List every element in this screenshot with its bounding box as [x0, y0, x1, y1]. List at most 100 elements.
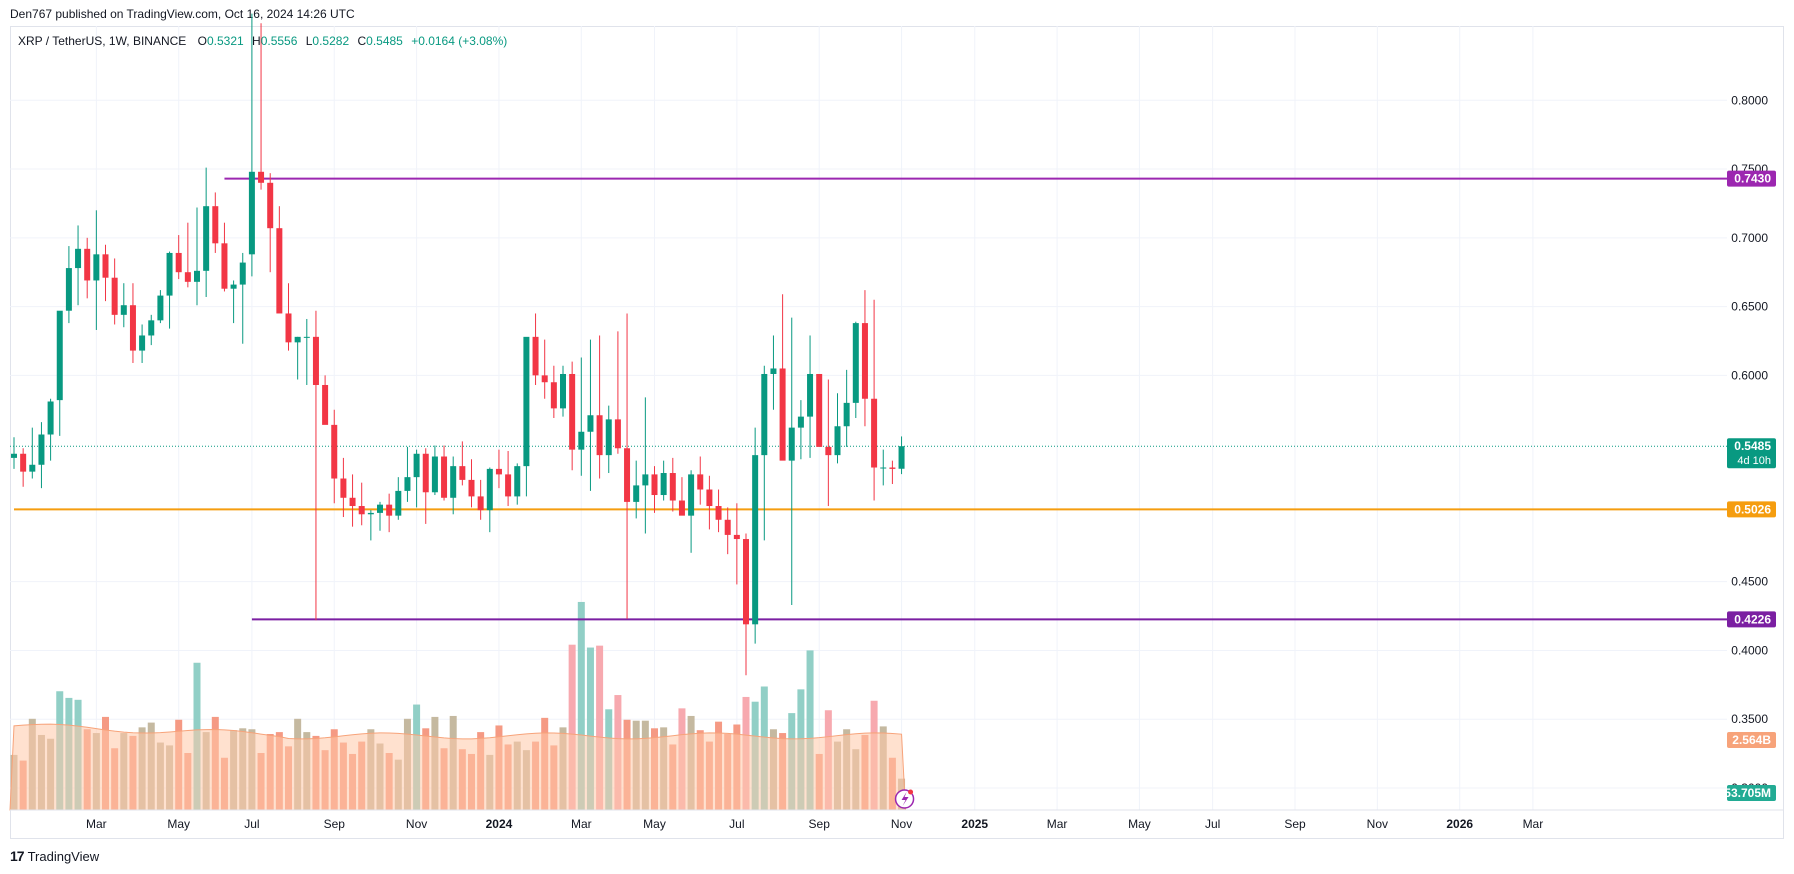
tradingview-logo-icon: 17	[10, 848, 25, 864]
current-price-badge: 0.5485	[1734, 439, 1771, 453]
time-tick-label: May	[1128, 817, 1151, 831]
candle-body	[111, 277, 118, 315]
candle-body	[395, 490, 402, 516]
volume-last-badge-bg	[1727, 785, 1776, 801]
time-tick-label: Mar	[86, 817, 107, 831]
level-badge: 0.4226	[1734, 612, 1771, 626]
candle-body	[797, 416, 804, 428]
candle-body	[633, 485, 640, 502]
price-tick-label: 0.6000	[1731, 368, 1768, 382]
candle-body	[532, 336, 539, 376]
candle-body	[56, 310, 63, 401]
candle-body	[20, 453, 27, 472]
lightning-bolt-icon	[901, 792, 909, 806]
candle-body	[596, 415, 603, 456]
candle-body	[669, 473, 676, 501]
candle-body	[770, 368, 777, 374]
price-tick-label: 0.8000	[1731, 93, 1768, 107]
candle-body	[175, 252, 182, 273]
candle-body	[660, 473, 667, 496]
level-badge-bg	[1727, 170, 1776, 187]
time-tick-label: May	[167, 817, 190, 831]
candle-body	[807, 373, 814, 417]
level-badge: 0.7430	[1734, 172, 1771, 186]
time-tick-label: Sep	[324, 817, 346, 831]
time-tick-label: 2024	[486, 817, 513, 831]
change-value: +0.0164 (+3.08%)	[411, 34, 508, 48]
volume-last-badge: 653.705M	[1718, 786, 1771, 800]
open-value: 0.5321	[206, 34, 244, 48]
candle-body	[312, 336, 319, 385]
close-value: 0.5485	[366, 34, 403, 48]
candle-body	[230, 284, 237, 289]
candle-body	[267, 182, 274, 229]
high-value: 0.5556	[260, 34, 298, 48]
candle-body	[11, 453, 17, 458]
candle-body	[75, 248, 82, 269]
candle-body	[276, 228, 283, 314]
level-badge-bg	[1727, 611, 1776, 628]
candle-body	[505, 474, 512, 497]
level-badge-bg	[1727, 501, 1776, 518]
volume-ma-badge-bg	[1727, 732, 1776, 748]
candle-body	[486, 468, 493, 511]
candle-body	[65, 268, 72, 311]
candle-body	[678, 500, 685, 516]
candle-body	[752, 455, 759, 625]
price-tick-label: 0.4000	[1731, 643, 1768, 657]
candle-body	[358, 506, 365, 515]
candle-body	[194, 270, 200, 282]
candle-body	[724, 519, 731, 535]
candle-body	[431, 456, 438, 493]
candle-body	[386, 504, 393, 516]
candle-body	[450, 466, 457, 498]
candle-body	[322, 384, 329, 425]
time-tick-label: 2026	[1446, 817, 1473, 831]
time-tick-label: Nov	[406, 817, 427, 831]
low-value: 0.5282	[312, 34, 350, 48]
grid-lines	[10, 26, 1727, 810]
candle-body	[578, 431, 585, 450]
candle-body	[779, 368, 786, 461]
candle-body	[258, 171, 265, 183]
tradingview-footer[interactable]: 17 TradingView	[10, 848, 99, 864]
time-tick-label: Sep	[1284, 817, 1306, 831]
candle-body	[852, 323, 859, 403]
candle-body	[239, 262, 246, 285]
candle-body	[459, 466, 466, 480]
candle-body	[285, 313, 292, 343]
volume-ma-badge: 2.564B	[1732, 733, 1771, 747]
candle-body	[203, 206, 210, 271]
candle-body	[614, 419, 621, 449]
candle-body	[129, 305, 136, 351]
candle-body	[514, 466, 521, 497]
candle-body	[697, 474, 704, 490]
candle-body	[294, 336, 301, 343]
candle-body	[733, 534, 740, 540]
candle-body	[889, 467, 896, 469]
candle-body	[331, 424, 338, 479]
candle-body	[38, 434, 45, 465]
symbol-name: XRP / TetherUS, 1W, BINANCE	[18, 34, 187, 48]
time-tick-label: 2025	[961, 817, 988, 831]
candles	[11, 13, 905, 676]
candle-body	[248, 171, 255, 255]
candle-body	[651, 474, 658, 496]
candle-body	[166, 252, 173, 296]
candle-body	[477, 496, 484, 511]
candle-body	[715, 506, 722, 520]
candle-body	[825, 446, 832, 456]
tradingview-brand: TradingView	[27, 848, 100, 864]
candle-body	[550, 382, 557, 409]
candle-body	[413, 453, 420, 478]
candle-body	[367, 512, 374, 515]
candle-body	[93, 254, 100, 281]
candle-body	[560, 373, 566, 409]
price-tick-label: 0.3500	[1731, 712, 1768, 726]
candle-body	[605, 419, 612, 456]
notification-dot-icon	[908, 789, 914, 795]
candle-body	[569, 373, 576, 450]
volume-bar	[586, 647, 594, 810]
candle-body	[871, 398, 878, 468]
